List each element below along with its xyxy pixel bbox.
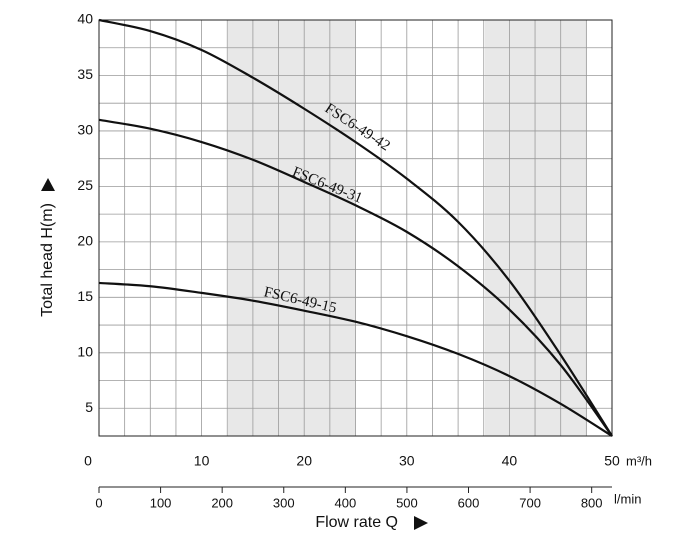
line (98, 118, 613, 437)
plot-frame (98, 19, 613, 437)
x-tick-label: 10 (194, 453, 210, 469)
x2-unit: l/min (614, 491, 641, 506)
line (98, 281, 613, 437)
x-tick-label: 40 (502, 453, 518, 469)
x2-tick-label: 0 (95, 495, 102, 510)
x2-tick-label: 400 (334, 495, 356, 510)
x2-tick-label: 800 (581, 495, 603, 510)
x2-tick-label: 200 (211, 495, 233, 510)
shaded-band (485, 20, 587, 436)
x2-tick-label: 100 (150, 495, 172, 510)
y-tick-label: 40 (77, 11, 93, 27)
y-tick-label: 20 (77, 233, 93, 249)
x-tick-label: 0 (84, 453, 92, 469)
x-axis-label: Flow rate Q (315, 514, 398, 531)
y-tick-label: 30 (77, 122, 93, 138)
x-unit: m³/h (626, 453, 652, 468)
line (98, 18, 613, 437)
y-arrow (41, 178, 55, 191)
x-tick-label: 50 (604, 453, 620, 469)
y-tick-label: 35 (77, 66, 93, 82)
y-tick-label: 25 (77, 177, 93, 193)
shaded-band (228, 20, 356, 436)
x2-tick-label: 600 (458, 495, 480, 510)
y-axis-label: Total head H(m) (39, 203, 56, 317)
x-tick-label: 20 (296, 453, 312, 469)
y-tick-label: 15 (77, 288, 93, 304)
x-arrow (414, 516, 428, 530)
x2-tick-label: 500 (396, 495, 418, 510)
x-tick-label: 30 (399, 453, 415, 469)
y-tick-label: 10 (77, 344, 93, 360)
x2-tick-label: 700 (519, 495, 541, 510)
grid (98, 19, 613, 436)
y-tick-label: 5 (85, 399, 93, 415)
x2-tick-label: 300 (273, 495, 295, 510)
